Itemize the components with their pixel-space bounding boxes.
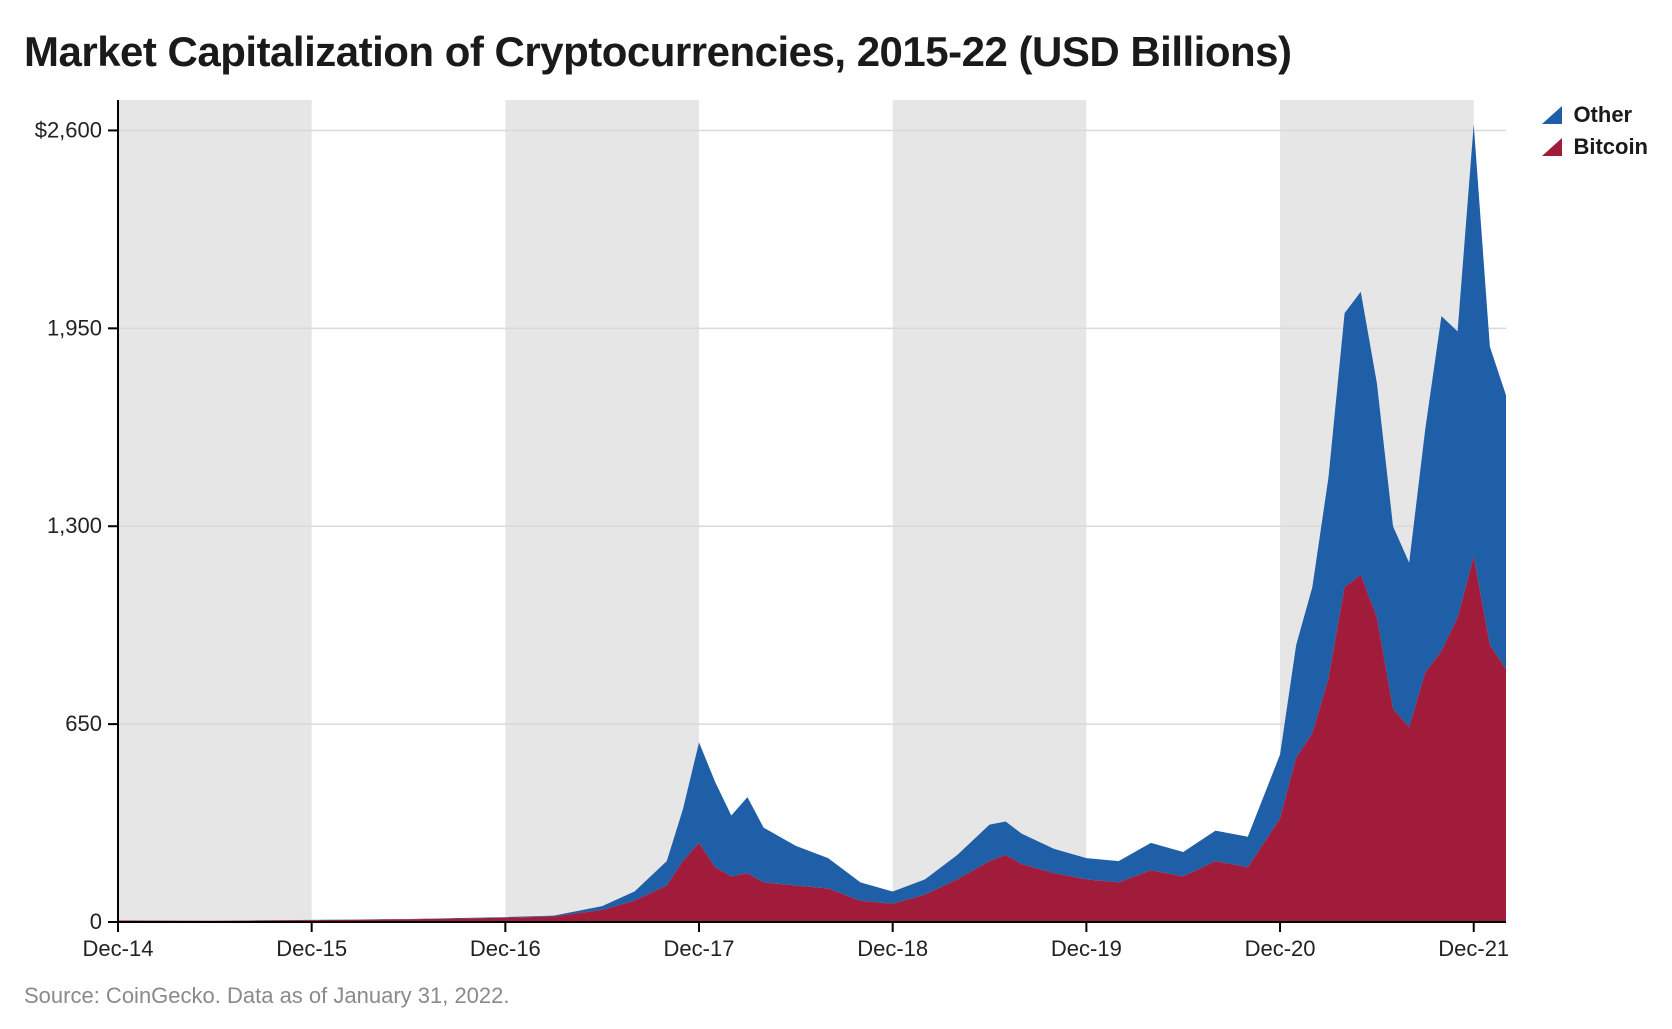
legend-item-bitcoin: Bitcoin [1541, 134, 1648, 160]
y-tick-label: 1,300 [47, 513, 102, 538]
legend-item-other: Other [1541, 102, 1648, 128]
x-tick-label: Dec-20 [1245, 936, 1316, 961]
year-band [505, 100, 699, 922]
year-band [118, 100, 312, 922]
x-tick-label: Dec-14 [83, 936, 154, 961]
page: Market Capitalization of Cryptocurrencie… [0, 0, 1672, 1029]
y-tick-label: 0 [90, 909, 102, 934]
x-tick-label: Dec-16 [470, 936, 541, 961]
legend-label: Other [1573, 102, 1632, 128]
y-tick-label: 650 [65, 711, 102, 736]
chart-title: Market Capitalization of Cryptocurrencie… [24, 28, 1648, 76]
legend-marker-icon [1541, 136, 1563, 158]
chart-container: 0 650 1,300 1,950 $2,600 Dec-14 Dec-15 Dec-16 De… [24, 94, 1648, 964]
year-band [893, 100, 1087, 922]
legend-marker-icon [1541, 104, 1563, 126]
x-tick-label: Dec-19 [1051, 936, 1122, 961]
legend-label: Bitcoin [1573, 134, 1648, 160]
x-tick-label: Dec-18 [857, 936, 928, 961]
x-tick-label: Dec-21 [1438, 936, 1509, 961]
x-tick-label: Dec-15 [276, 936, 347, 961]
y-tick-label: $2,600 [35, 117, 102, 142]
x-tick-label: Dec-17 [664, 936, 735, 961]
area-chart: 0 650 1,300 1,950 $2,600 Dec-14 Dec-15 Dec-16 De… [24, 94, 1648, 964]
y-tick-label: 1,950 [47, 315, 102, 340]
source-note: Source: CoinGecko. Data as of January 31… [24, 983, 510, 1009]
legend: Other Bitcoin [1541, 102, 1648, 166]
